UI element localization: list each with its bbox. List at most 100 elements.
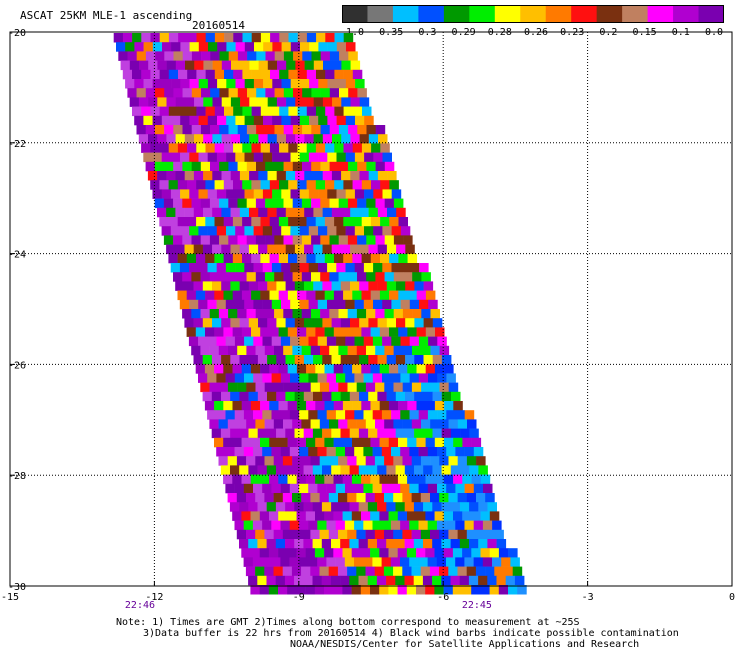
heatmap-cell (249, 97, 259, 107)
heatmap-cell (402, 419, 413, 429)
heatmap-cell (351, 474, 362, 485)
heatmap-cell (339, 51, 349, 61)
heatmap-cell (239, 502, 249, 512)
heatmap-cell (232, 327, 243, 337)
heatmap-cell (228, 309, 238, 319)
heatmap-cell (299, 263, 309, 273)
heatmap-cell (344, 520, 355, 531)
heatmap-cell (368, 318, 378, 328)
heatmap-cell (292, 198, 303, 209)
heatmap-cell (464, 447, 475, 457)
heatmap-cell (416, 511, 426, 521)
heatmap-cell (315, 253, 326, 264)
heatmap-cell (228, 51, 239, 61)
heatmap-cell (443, 585, 454, 595)
heatmap-cell (372, 483, 383, 494)
heatmap-cell (360, 585, 371, 595)
heatmap-cell (312, 428, 323, 439)
heatmap-cell (455, 483, 465, 494)
heatmap-cell (292, 125, 303, 135)
heatmap-cell (315, 401, 325, 411)
heatmap-cell (365, 493, 376, 503)
heatmap-cell (232, 364, 242, 374)
heatmap-cell (421, 419, 431, 429)
heatmap-cell (379, 511, 389, 521)
heatmap-cell (235, 115, 245, 126)
heatmap-cell (251, 253, 261, 264)
heatmap-cell (250, 548, 260, 558)
heatmap-cell (407, 327, 417, 337)
heatmap-cell (349, 391, 360, 402)
heatmap-cell (272, 115, 282, 126)
heatmap-cell (329, 125, 340, 135)
heatmap-cell (139, 60, 149, 71)
heatmap-cell (157, 60, 167, 71)
heatmap-cell (466, 456, 477, 466)
heatmap-cell (397, 585, 408, 595)
heatmap-cell (168, 253, 178, 264)
heatmap-cell (166, 60, 177, 71)
heatmap-cell (290, 152, 300, 163)
heatmap-cell (400, 410, 410, 420)
colorbar-swatch (596, 5, 623, 23)
heatmap-cell (243, 557, 254, 567)
heatmap-cell (244, 373, 254, 383)
colorbar-swatch (571, 5, 598, 23)
heatmap-cell (182, 125, 192, 135)
heatmap-cell (141, 69, 151, 80)
heatmap-cell (306, 33, 317, 43)
heatmap-cell (255, 345, 266, 356)
heatmap-cell (312, 539, 323, 549)
heatmap-cell (251, 69, 262, 80)
heatmap-cell (357, 235, 367, 245)
heatmap-cell (273, 456, 284, 466)
heatmap-cell (330, 575, 341, 586)
heatmap-cell (290, 79, 301, 89)
heatmap-cell (329, 419, 339, 429)
heatmap-cell (325, 69, 335, 80)
heatmap-cell (314, 585, 325, 595)
heatmap-cell (296, 364, 307, 374)
heatmap-cell (380, 143, 390, 153)
heatmap-cell (302, 51, 312, 61)
heatmap-cell (246, 382, 256, 393)
heatmap-cell (264, 566, 274, 577)
heatmap-cell (221, 60, 232, 71)
heatmap-cell (294, 575, 304, 586)
heatmap-cell (303, 465, 314, 475)
heatmap-cell (398, 364, 408, 374)
heatmap-cell (211, 355, 222, 365)
heatmap-cell (400, 373, 410, 383)
heatmap-cell (256, 51, 266, 61)
heatmap-cell (272, 42, 282, 52)
heatmap-cell (186, 253, 197, 264)
heatmap-cell (416, 548, 426, 558)
time-label: 22:46 (124, 600, 156, 611)
heatmap-cell (250, 511, 261, 521)
heatmap-cell (382, 373, 392, 383)
heatmap-cell (441, 465, 452, 475)
heatmap-cell (184, 97, 195, 107)
heatmap-cell (271, 373, 282, 383)
heatmap-cell (480, 585, 490, 595)
heatmap-cell (331, 428, 341, 439)
heatmap-cell (430, 345, 440, 356)
heatmap-cell (391, 189, 402, 199)
heatmap-cell (193, 171, 204, 181)
heatmap-cell (236, 493, 247, 503)
heatmap-cell (411, 566, 421, 577)
heatmap-cell (264, 309, 275, 319)
heatmap-cell (420, 493, 431, 503)
heatmap-cell (368, 428, 378, 439)
heatmap-cell (248, 428, 258, 439)
heatmap-cell (430, 419, 440, 429)
heatmap-cell (136, 51, 147, 61)
heatmap-cell (285, 391, 295, 402)
heatmap-cell (166, 244, 176, 255)
heatmap-cell (275, 502, 286, 512)
heatmap-cell (386, 355, 397, 365)
heatmap-cell (251, 327, 261, 337)
heatmap-cell (407, 474, 417, 485)
heatmap-cell (293, 88, 303, 98)
heatmap-cell (237, 88, 248, 98)
